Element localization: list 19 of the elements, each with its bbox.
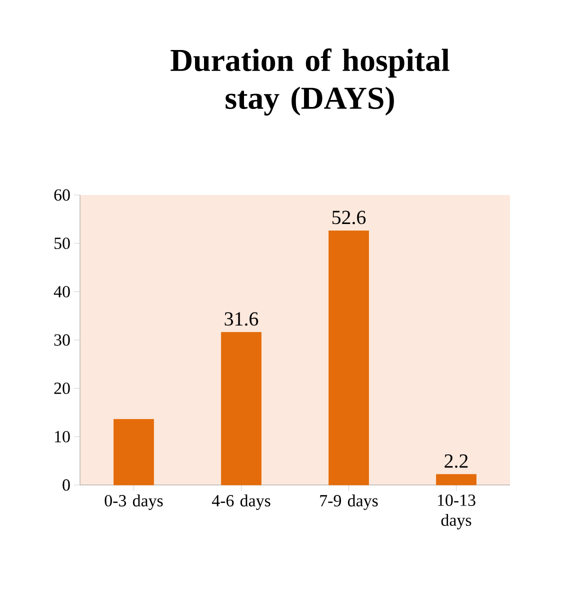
y-tick-label: 40 <box>54 286 70 298</box>
y-tick-label: 30 <box>54 334 70 346</box>
x-tick-label: 0-3 days <box>104 494 163 510</box>
bar <box>221 332 262 486</box>
bar <box>328 230 369 486</box>
y-tick-label: 60 <box>54 189 70 201</box>
y-tick-label: 0 <box>62 479 70 491</box>
y-tick-label: 20 <box>54 382 70 394</box>
x-tick-label: 7-9 days <box>320 494 378 510</box>
x-tick-label: 10-13 days <box>438 494 476 530</box>
y-tick-label: 10 <box>55 430 70 442</box>
x-tick-label: 4-6 days <box>212 494 270 510</box>
bar <box>436 474 476 486</box>
chart-title: Duration of hospital stay (DAYS) <box>170 48 450 116</box>
bar <box>114 419 154 486</box>
data-label: 52.6 <box>332 210 366 224</box>
data-label: 31.6 <box>224 312 258 326</box>
y-tick-label: 50 <box>54 238 70 250</box>
data-label: 2.2 <box>444 454 468 468</box>
